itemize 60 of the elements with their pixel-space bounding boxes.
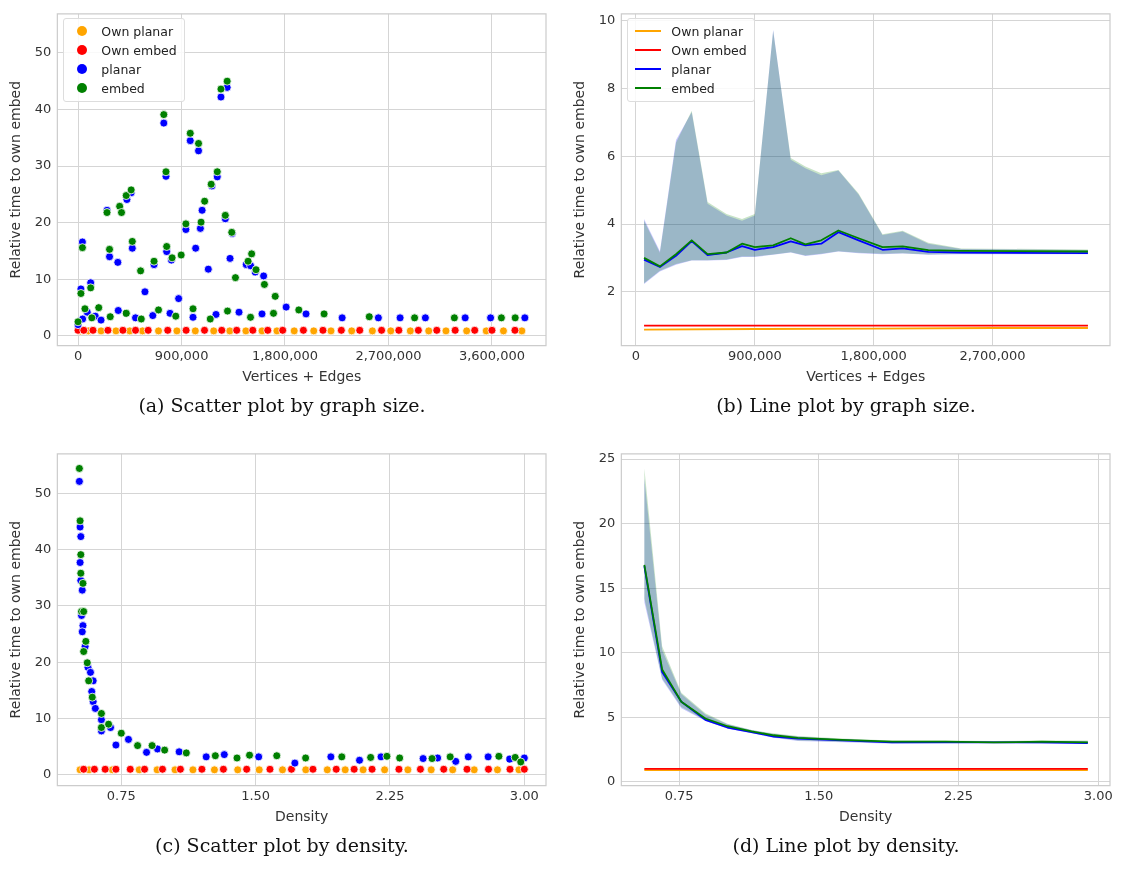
y-tick-label: 15 xyxy=(598,579,616,595)
legend-label: embed xyxy=(671,80,715,96)
y-axis-title: Relative time to own embed xyxy=(571,520,588,719)
y-tick-label: 30 xyxy=(34,597,52,613)
x-tick-label: 2,700,000 xyxy=(355,347,422,363)
text: (a) Scatter plot by graph size. xyxy=(137,394,427,416)
y-tick-label: 4 xyxy=(607,215,616,231)
x-tick-label: 2,700,000 xyxy=(959,347,1026,363)
x-tick-label: 2.25 xyxy=(944,787,974,803)
x-tick-label: 900,000 xyxy=(727,347,782,363)
y-tick-label: 20 xyxy=(598,514,616,530)
x-tick-label: 0.75 xyxy=(106,787,136,803)
x-tick-label: 3,600,000 xyxy=(458,347,526,363)
text: (b) Line plot by graph size. xyxy=(715,394,977,416)
y-tick-label: 0 xyxy=(43,327,52,343)
y-tick-label: 8 xyxy=(607,80,616,95)
x-tick-label: 0 xyxy=(73,347,83,363)
y-tick-label: 10 xyxy=(598,644,616,660)
x-axis-title: Density xyxy=(839,808,893,825)
text: (d) Line plot by density. xyxy=(731,834,961,856)
y-tick-label: 50 xyxy=(34,484,52,500)
x-tick-label: 3.00 xyxy=(509,787,539,803)
x-tick-label: 0.75 xyxy=(664,787,694,803)
legend-label: Own embed xyxy=(101,42,177,58)
legend-label: planar xyxy=(671,61,712,77)
x-tick-label: 1.50 xyxy=(241,787,271,803)
x-axis-title: Vertices + Edges xyxy=(242,368,362,385)
y-tick-label: 20 xyxy=(34,214,52,230)
x-axis-title: Density xyxy=(275,808,329,825)
y-tick-label: 0 xyxy=(607,773,616,789)
legend-label: embed xyxy=(101,80,145,96)
y-tick-label: 10 xyxy=(34,270,52,286)
x-tick-label: 900,000 xyxy=(154,347,209,363)
x-tick-label: 1.50 xyxy=(804,787,834,803)
y-tick-label: 25 xyxy=(598,450,616,466)
y-tick-label: 6 xyxy=(607,147,616,163)
x-tick-label: 0 xyxy=(631,347,641,363)
y-tick-label: 20 xyxy=(34,653,52,669)
y-tick-label: 50 xyxy=(34,44,52,60)
y-tick-label: 10 xyxy=(34,709,52,725)
y-axis-title: Relative time to own embed xyxy=(7,520,24,719)
x-tick-label: 1,800,000 xyxy=(251,347,319,363)
x-tick-label: 3.00 xyxy=(1083,787,1113,803)
y-tick-label: 40 xyxy=(34,100,52,116)
y-tick-label: 2 xyxy=(607,283,616,299)
y-tick-label: 30 xyxy=(34,157,52,173)
y-tick-label: 10 xyxy=(598,12,616,28)
x-tick-label: 2.25 xyxy=(375,787,405,803)
legend-label: planar xyxy=(101,61,142,77)
x-axis-title: Vertices + Edges xyxy=(806,368,926,385)
text: (c) Scatter plot by density. xyxy=(154,834,410,856)
legend-label: Own planar xyxy=(671,23,744,39)
y-tick-label: 0 xyxy=(43,766,52,782)
x-tick-label: 1,800,000 xyxy=(840,347,907,363)
y-tick-label: 40 xyxy=(34,540,52,556)
y-axis-title: Relative time to own embed xyxy=(571,80,588,279)
legend-label: Own embed xyxy=(671,42,747,58)
y-axis-title: Relative time to own embed xyxy=(7,80,24,279)
y-tick-label: 5 xyxy=(607,708,616,724)
legend-label: Own planar xyxy=(101,23,174,39)
